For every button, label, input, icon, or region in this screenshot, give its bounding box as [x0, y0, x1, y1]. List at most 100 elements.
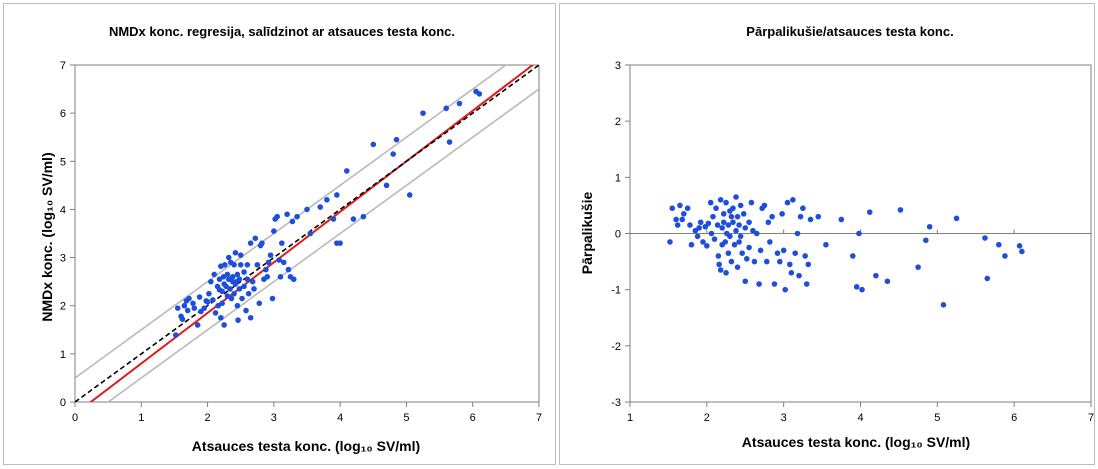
data-point	[746, 219, 752, 226]
data-point	[290, 276, 297, 283]
plot-area: 1 2 3 4 5 6 7 -3 -2 -1 0 1 2 3	[611, 60, 1094, 424]
data-point	[324, 197, 330, 203]
data-point	[174, 305, 181, 311]
x-tick-label: 2	[704, 412, 710, 424]
data-point	[256, 300, 263, 307]
data-point	[743, 255, 750, 262]
data-point	[777, 258, 783, 265]
x-axis-label: Atsauces testa konc. (log₁₀ SV/ml)	[742, 434, 970, 450]
data-point	[393, 136, 400, 143]
data-point	[334, 192, 340, 198]
y-tick-label: 0	[615, 229, 621, 241]
data-point	[284, 211, 290, 218]
data-point	[720, 219, 727, 226]
data-point	[383, 182, 390, 189]
data-point	[853, 284, 860, 290]
data-point	[236, 276, 243, 283]
data-point	[926, 223, 933, 230]
y-tick-label: 3	[60, 253, 66, 265]
data-point	[723, 199, 729, 206]
data-point	[476, 91, 483, 97]
data-point	[807, 216, 814, 223]
data-point	[1002, 253, 1008, 259]
data-point	[274, 213, 280, 220]
data-point	[982, 235, 988, 241]
data-point	[337, 240, 343, 246]
data-point	[714, 222, 721, 228]
x-tick-label: 5	[934, 412, 940, 424]
data-point	[279, 240, 285, 246]
y-axis-label: NMDx konc. (log₁₀ SV/ml)	[39, 152, 55, 321]
y-tick-label: 5	[60, 156, 66, 168]
data-point	[996, 241, 1002, 248]
data-point	[343, 168, 350, 174]
data-point	[225, 254, 232, 261]
data-point	[838, 216, 845, 223]
data-point	[733, 194, 739, 200]
data-point	[196, 294, 203, 300]
data-point	[360, 213, 367, 220]
data-point	[802, 253, 808, 259]
identity-line	[75, 65, 539, 402]
data-point	[228, 295, 235, 302]
data-point	[1019, 248, 1025, 255]
data-point	[237, 252, 244, 258]
data-point	[696, 225, 702, 231]
x-tick-label: 5	[403, 412, 409, 424]
data-point	[235, 317, 241, 323]
data-point	[717, 197, 724, 203]
x-tick-label: 0	[72, 412, 78, 424]
data-point	[700, 239, 706, 245]
data-point	[884, 278, 891, 285]
y-tick-label: 7	[60, 60, 66, 72]
data-point	[234, 302, 241, 309]
data-point	[725, 222, 732, 228]
data-point	[873, 272, 879, 279]
data-point	[265, 259, 272, 266]
data-point	[221, 322, 227, 328]
data-point	[307, 230, 314, 237]
data-point	[739, 250, 745, 256]
data-point	[692, 227, 699, 234]
data-point	[763, 258, 770, 265]
data-point	[915, 264, 921, 271]
data-point	[443, 105, 450, 112]
data-point	[204, 299, 211, 305]
data-point	[236, 286, 243, 292]
data-point	[247, 314, 254, 321]
left-chart-panel: NMDx konc. regresija, salīdzinot ar atsa…	[3, 3, 556, 465]
data-point	[704, 243, 710, 249]
x-tick-label: 3	[781, 412, 787, 424]
data-point	[734, 264, 741, 271]
data-point	[923, 237, 929, 244]
regression-chart: NMDx konc. regresija, salīdzinot ar atsa…	[39, 24, 542, 454]
data-point	[304, 206, 310, 213]
x-tick-label: 6	[470, 412, 476, 424]
x-tick-label: 2	[205, 412, 211, 424]
data-point	[697, 219, 704, 226]
x-tick-label: 4	[337, 412, 343, 424]
data-point	[750, 227, 756, 234]
data-point	[984, 275, 991, 282]
data-point	[669, 205, 676, 212]
data-point	[790, 197, 796, 203]
data-point	[231, 261, 237, 268]
data-point	[805, 261, 812, 268]
data-point	[206, 290, 212, 297]
data-point	[728, 258, 735, 265]
data-point	[733, 227, 739, 234]
data-point	[677, 202, 683, 209]
data-point	[406, 192, 413, 198]
data-point	[191, 305, 198, 311]
data-point	[679, 216, 686, 223]
data-point	[1016, 243, 1023, 249]
data-point	[244, 261, 251, 268]
data-point	[707, 199, 714, 206]
data-point	[184, 307, 191, 314]
data-point	[765, 219, 772, 226]
data-point	[694, 233, 701, 240]
data-point	[186, 295, 192, 302]
x-axis-label: Atsauces testa konc. (log₁₀ SV/ml)	[192, 438, 420, 454]
data-point	[219, 288, 225, 295]
data-point	[237, 261, 244, 268]
